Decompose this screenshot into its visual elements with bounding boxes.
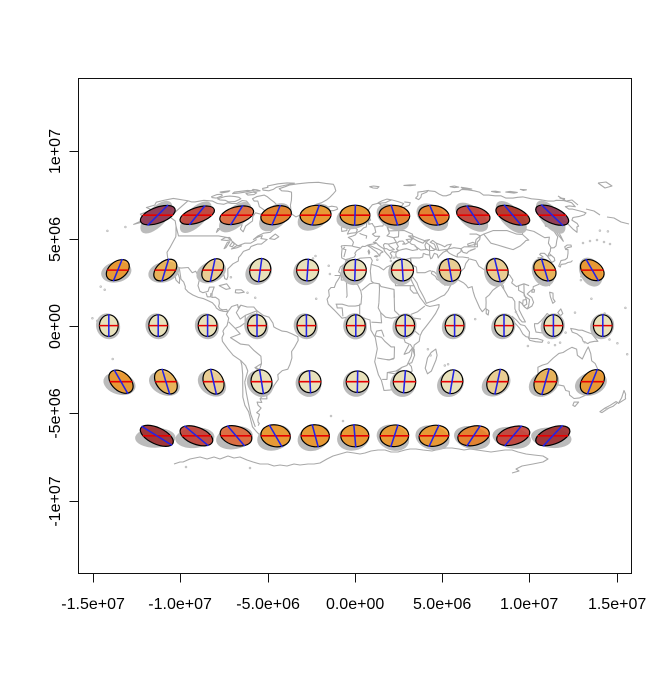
svg-text:-5e+06: -5e+06 [47, 388, 64, 438]
svg-text:1.0e+07: 1.0e+07 [500, 596, 558, 613]
svg-text:1e+07: 1e+07 [47, 129, 64, 174]
svg-text:5.0e+06: 5.0e+06 [413, 596, 471, 613]
svg-text:0.0e+00: 0.0e+00 [326, 596, 384, 613]
svg-text:-5.0e+06: -5.0e+06 [236, 596, 300, 613]
svg-text:5e+06: 5e+06 [47, 217, 64, 262]
svg-text:-1.0e+07: -1.0e+07 [148, 596, 212, 613]
svg-text:1.5e+07: 1.5e+07 [588, 596, 646, 613]
svg-text:-1e+07: -1e+07 [47, 476, 64, 526]
svg-text:0e+00: 0e+00 [47, 304, 64, 349]
svg-text:-1.5e+07: -1.5e+07 [61, 596, 125, 613]
